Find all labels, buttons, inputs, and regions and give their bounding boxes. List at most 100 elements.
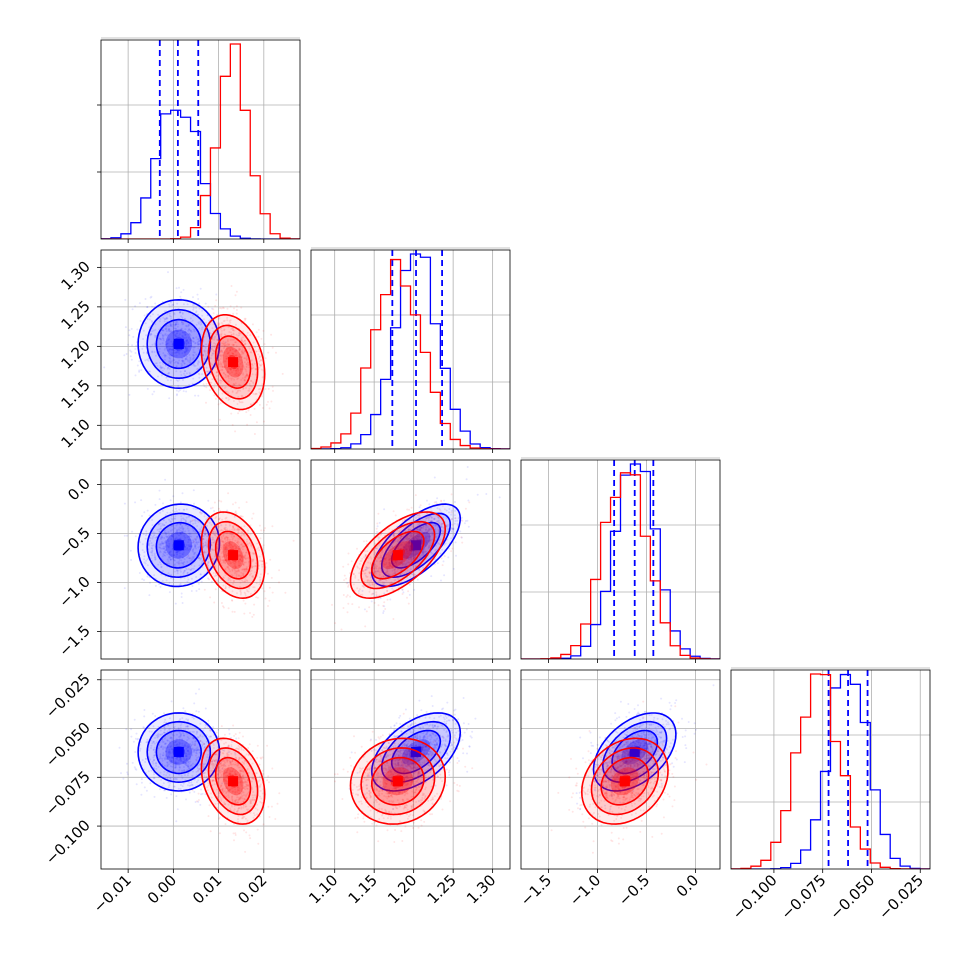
- scatter-point: [228, 732, 231, 735]
- scatter-point: [139, 541, 141, 544]
- scatter-point: [245, 370, 248, 373]
- scatter-point: [182, 517, 185, 520]
- scatter-point: [179, 295, 182, 298]
- scatter-point: [154, 328, 157, 331]
- scatter-point: [233, 378, 236, 381]
- scatter-point: [264, 597, 267, 600]
- scatter-point: [192, 557, 195, 560]
- scatter-point: [196, 293, 199, 296]
- scatter-point: [225, 357, 228, 360]
- scatter-point: [240, 543, 243, 546]
- scatter-point: [258, 360, 261, 363]
- scatter-point: [165, 579, 168, 582]
- scatter-point: [175, 287, 178, 290]
- scatter-point: [228, 343, 231, 346]
- scatter-point: [220, 602, 223, 604]
- scatter-point: [185, 355, 188, 358]
- scatter-point: [419, 504, 422, 507]
- scatter-point: [153, 554, 156, 557]
- scatter-point: [153, 390, 156, 393]
- scatter-point: [229, 345, 232, 348]
- scatter-point: [144, 562, 147, 565]
- scatter-point: [184, 358, 187, 360]
- scatter-point: [173, 570, 176, 573]
- scatter-point: [188, 328, 191, 331]
- scatter-point: [199, 573, 202, 576]
- scatter-point: [171, 354, 173, 357]
- scatter-point: [175, 335, 178, 338]
- scatter-point: [222, 533, 225, 536]
- scatter-point: [221, 547, 224, 550]
- scatter-point: [185, 339, 188, 342]
- scatter-point: [166, 367, 169, 370]
- scatter-point: [221, 556, 224, 558]
- scatter-point: [150, 542, 153, 545]
- scatter-point: [224, 551, 227, 553]
- scatter-point: [250, 380, 253, 383]
- scatter-point: [185, 343, 188, 346]
- scatter-point: [192, 340, 194, 343]
- scatter-point: [165, 342, 168, 345]
- scatter-point: [180, 592, 183, 595]
- scatter-point: [166, 366, 169, 369]
- scatter-point: [168, 303, 171, 306]
- scatter-point: [176, 557, 179, 560]
- scatter-point: [177, 323, 180, 326]
- scatter-point: [232, 332, 235, 335]
- scatter-point: [244, 580, 246, 583]
- scatter-point: [249, 533, 252, 536]
- scatter-point: [218, 359, 221, 362]
- scatter-point: [235, 349, 238, 352]
- scatter-point: [221, 540, 224, 543]
- scatter-point: [218, 354, 221, 357]
- scatter-point: [219, 333, 222, 336]
- scatter-point: [236, 540, 239, 543]
- scatter-point: [467, 499, 470, 502]
- scatter-point: [233, 529, 236, 532]
- scatter-point: [155, 354, 157, 357]
- scatter-point: [190, 330, 193, 333]
- scatter-point: [192, 351, 195, 354]
- scatter-point: [235, 737, 238, 740]
- scatter-point: [166, 538, 169, 541]
- scatter-point: [166, 342, 169, 345]
- scatter-point: [171, 348, 174, 351]
- scatter-point: [376, 525, 379, 528]
- scatter-point: [242, 368, 244, 371]
- scatter-point: [173, 361, 176, 364]
- scatter-point: [172, 304, 174, 307]
- scatter-point: [154, 557, 157, 560]
- scatter-point: [159, 550, 162, 553]
- scatter-point: [238, 355, 241, 358]
- scatter-point: [213, 601, 216, 604]
- scatter-point: [183, 362, 186, 365]
- scatter-point: [223, 319, 226, 322]
- scatter-point: [187, 515, 190, 518]
- scatter-point: [191, 346, 194, 349]
- scatter-point: [209, 507, 212, 510]
- scatter-point: [194, 538, 197, 541]
- scatter-point: [210, 580, 213, 583]
- scatter-point: [234, 501, 237, 504]
- scatter-point: [430, 575, 433, 578]
- scatter-point: [253, 586, 256, 589]
- scatter-point: [165, 541, 168, 544]
- scatter-point: [165, 330, 168, 333]
- scatter-point: [184, 346, 187, 349]
- scatter-point: [250, 543, 253, 546]
- scatter-point: [159, 511, 162, 514]
- scatter-point: [246, 361, 249, 364]
- scatter-point: [219, 365, 222, 368]
- scatter-point: [232, 348, 234, 351]
- scatter-point: [228, 354, 231, 357]
- scatter-point: [234, 341, 237, 344]
- scatter-point: [154, 558, 157, 561]
- scatter-point: [179, 311, 181, 314]
- scatter-point: [219, 361, 222, 364]
- scatter-point: [179, 523, 182, 526]
- scatter-point: [240, 591, 243, 594]
- scatter-point: [220, 329, 223, 332]
- scatter-point: [146, 558, 149, 561]
- scatter-point: [240, 515, 243, 518]
- scatter-point: [173, 564, 176, 567]
